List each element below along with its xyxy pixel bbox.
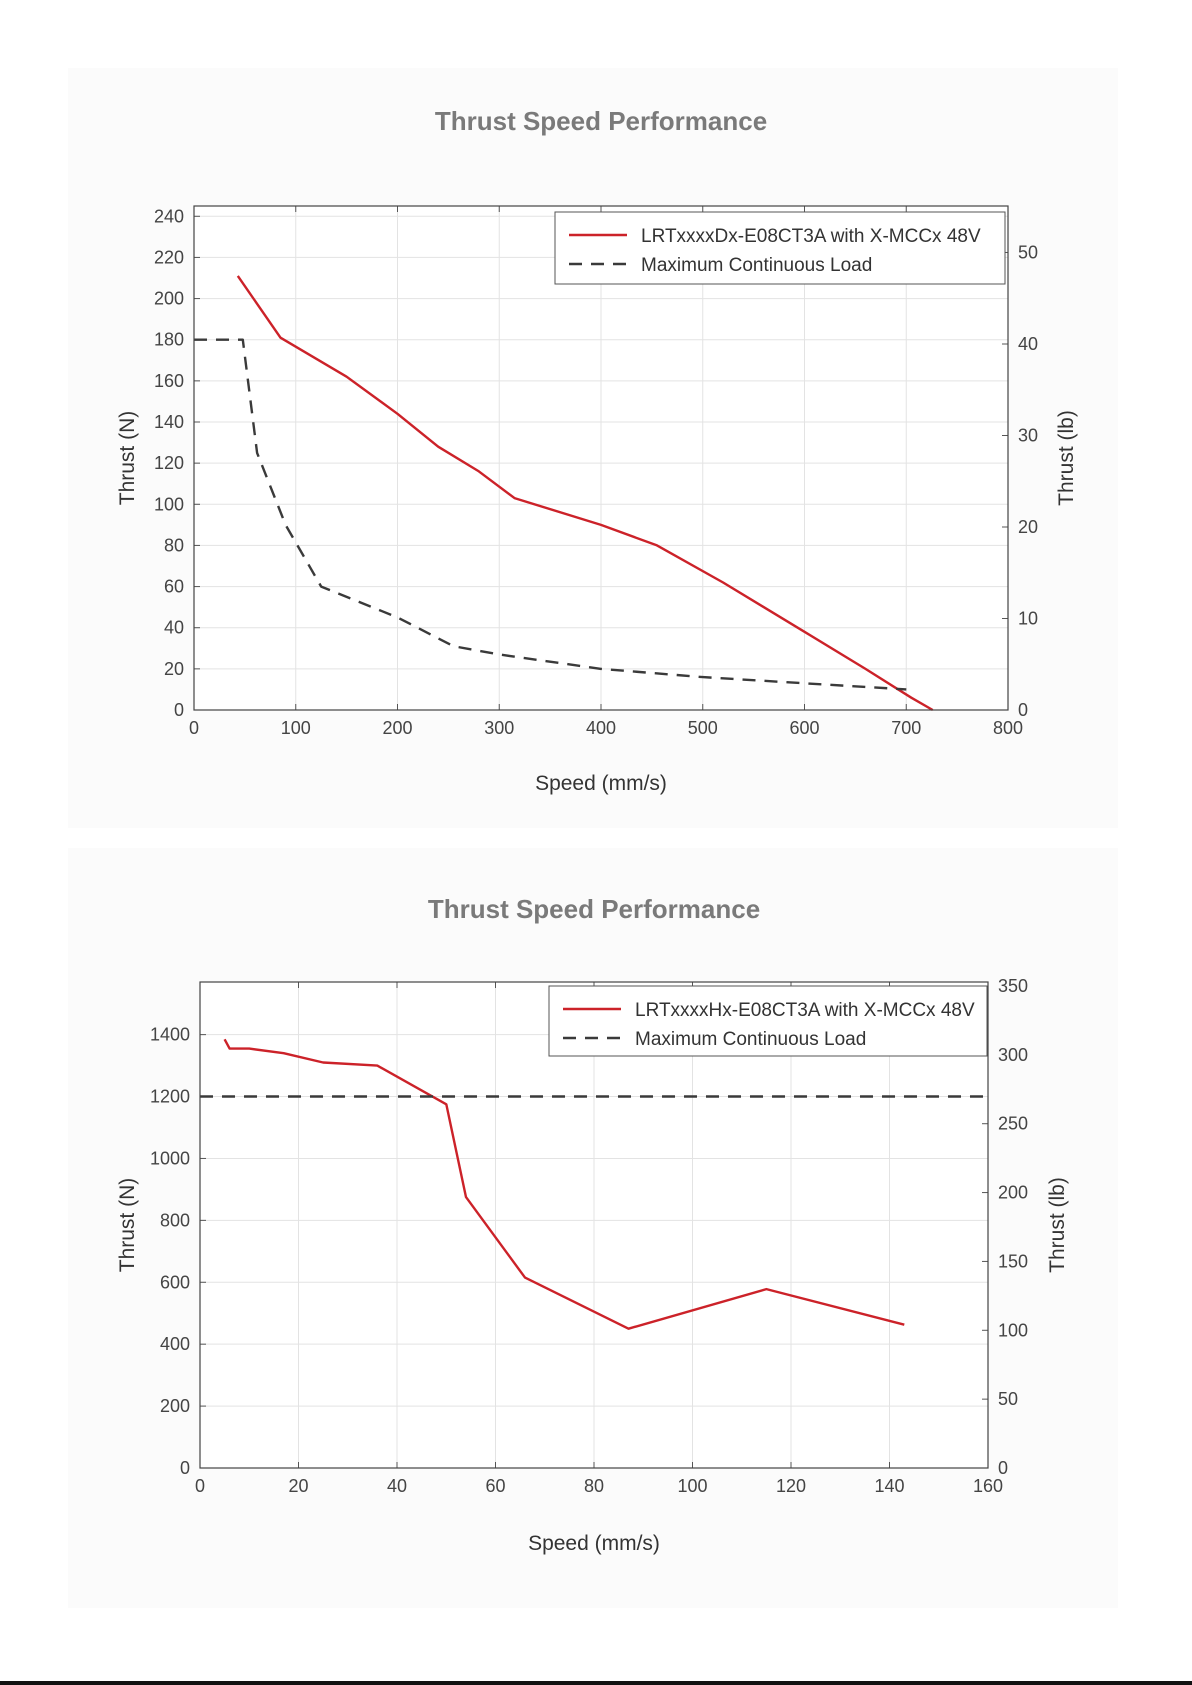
y2-axis-label: Thrust (lb) — [1046, 1177, 1069, 1273]
plot-frame — [199, 981, 989, 1469]
x-tick-label: 300 — [484, 718, 514, 738]
x-tick-label: 0 — [189, 718, 199, 738]
chart-title: Thrust Speed Performance — [428, 894, 760, 924]
chart-panel-top: Thrust Speed Performance 0 100 200 300 400 500… — [68, 68, 1118, 828]
legend-box — [548, 985, 988, 1057]
y2-tick-label: 0 — [998, 1458, 1008, 1478]
y-tick-label: 20 — [164, 659, 184, 679]
legend-label: LRTxxxxDx-E08CT3A with X-MCCx 48V — [641, 226, 981, 247]
y2-tick-label: 50 — [998, 1389, 1018, 1409]
y2-tick-label: 20 — [1018, 517, 1038, 537]
y-tick-label: 1000 — [150, 1148, 190, 1168]
y2-tick-label: 100 — [998, 1320, 1028, 1340]
y2-tick-label: 300 — [998, 1045, 1028, 1065]
y-tick-label: 60 — [164, 577, 184, 597]
x-tick-label: 800 — [993, 718, 1023, 738]
y-tick-label: 140 — [154, 412, 184, 432]
y2-tick-label: 350 — [998, 976, 1028, 996]
x-tick-label: 120 — [776, 1476, 806, 1496]
x-tick-label: 600 — [789, 718, 819, 738]
y2-tick-label: 10 — [1018, 608, 1038, 628]
y-axis-label: Thrust (N) — [116, 1178, 139, 1273]
x-axis-label: Speed (mm/s) — [528, 1532, 660, 1555]
y-axis-label: Thrust (N) — [116, 411, 139, 506]
x-tick-label: 0 — [195, 1476, 205, 1496]
y-tick-label: 800 — [160, 1210, 190, 1230]
y2-axis-label: Thrust (lb) — [1055, 410, 1078, 506]
x-tick-label: 100 — [281, 718, 311, 738]
y-tick-label: 160 — [154, 371, 184, 391]
y2-tick-label: 40 — [1018, 334, 1038, 354]
y-tick-label: 600 — [160, 1272, 190, 1292]
series-line-thrust — [236, 275, 934, 712]
y2-tick-label: 250 — [998, 1114, 1028, 1134]
legend-box — [554, 211, 1006, 285]
x-axis-label: Speed (mm/s) — [535, 772, 667, 795]
y-tick-label: 200 — [160, 1396, 190, 1416]
y2-tick-label: 150 — [998, 1251, 1028, 1271]
plot-frame — [193, 205, 1009, 711]
y-tick-label: 100 — [154, 494, 184, 514]
x-tick-label: 700 — [891, 718, 921, 738]
y-tick-label: 1200 — [150, 1087, 190, 1107]
y2-tick-label: 200 — [998, 1183, 1028, 1203]
x-tick-label: 40 — [387, 1476, 407, 1496]
y2-tick-label: 50 — [1018, 242, 1038, 262]
x-tick-label: 160 — [973, 1476, 1003, 1496]
legend-label: Maximum Continuous Load — [635, 1029, 866, 1050]
x-tick-label: 200 — [382, 718, 412, 738]
legend-label: Maximum Continuous Load — [641, 255, 872, 276]
y-tick-label: 220 — [154, 247, 184, 267]
x-tick-label: 80 — [584, 1476, 604, 1496]
chart-title: Thrust Speed Performance — [435, 106, 767, 136]
page-edge-bar — [0, 1681, 1192, 1685]
y-tick-label: 180 — [154, 330, 184, 350]
y2-tick-label: 30 — [1018, 425, 1038, 445]
thrust-speed-chart-bottom: Thrust Speed Performance 0 20 40 60 80 100 120 1… — [116, 894, 1069, 1555]
chart-panel-bottom: Thrust Speed Performance 0 20 40 60 80 100 120 1… — [68, 848, 1118, 1608]
y-tick-label: 40 — [164, 618, 184, 638]
x-tick-label: 60 — [485, 1476, 505, 1496]
series-line-thrust — [223, 1038, 905, 1330]
y-tick-label: 200 — [154, 289, 184, 309]
y-tick-label: 120 — [154, 453, 184, 473]
y-tick-label: 240 — [154, 206, 184, 226]
x-tick-label: 20 — [288, 1476, 308, 1496]
y-tick-label: 0 — [174, 700, 184, 720]
y-tick-label: 80 — [164, 535, 184, 555]
series-line-max-continuous-load — [194, 338, 907, 691]
y-tick-label: 0 — [180, 1458, 190, 1478]
legend-label: LRTxxxxHx-E08CT3A with X-MCCx 48V — [635, 1000, 975, 1021]
x-tick-label: 400 — [586, 718, 616, 738]
y-tick-label: 400 — [160, 1334, 190, 1354]
y-tick-label: 1400 — [150, 1025, 190, 1045]
x-tick-label: 140 — [874, 1476, 904, 1496]
x-tick-label: 100 — [677, 1476, 707, 1496]
y2-tick-label: 0 — [1018, 700, 1028, 720]
x-tick-label: 500 — [688, 718, 718, 738]
